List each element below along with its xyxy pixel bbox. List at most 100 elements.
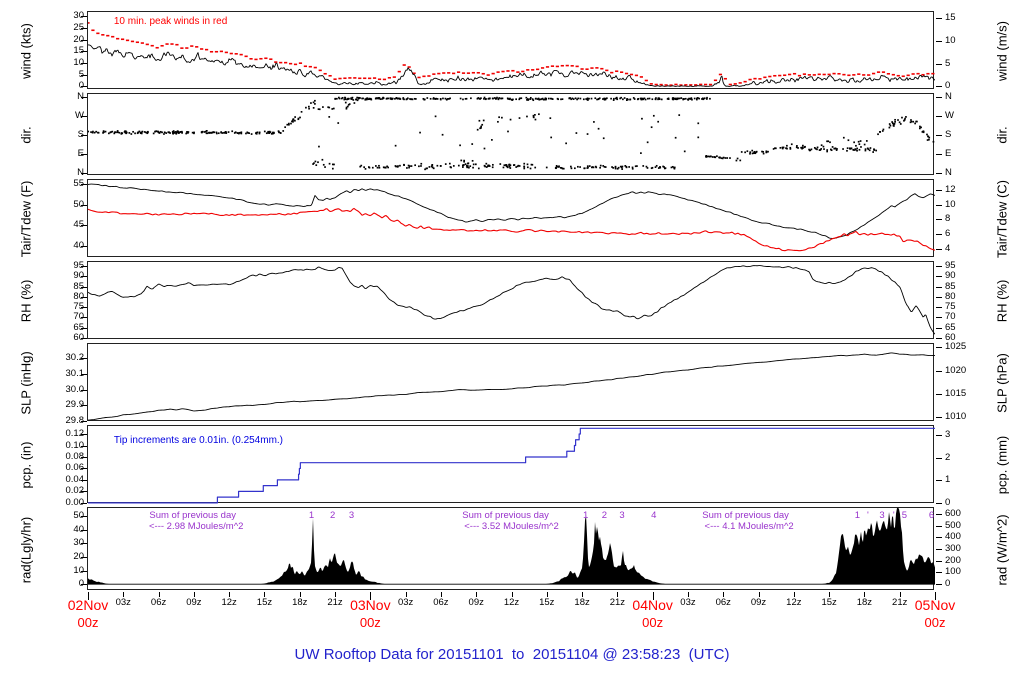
y-tick-right xyxy=(936,549,942,551)
panel-annotation: 10 min. peak winds in red xyxy=(113,15,228,27)
rad-trace-canvas xyxy=(88,508,935,591)
x-tick-day xyxy=(370,592,372,600)
y-tick-label-right: 60 xyxy=(945,331,956,343)
y-tick-left xyxy=(81,51,87,53)
panel-annotation: 1 xyxy=(308,509,315,521)
y-tick-right xyxy=(936,347,942,349)
y-tick-right xyxy=(936,248,942,250)
y-tick-label-left: W xyxy=(75,109,84,121)
y-tick-right xyxy=(936,393,942,395)
y-tick-left xyxy=(81,543,87,545)
y-tick-label-right: 90 xyxy=(945,270,956,282)
wind-trace-canvas xyxy=(88,12,935,90)
x-tick-hour xyxy=(158,592,160,597)
panel-annotation: 3 xyxy=(619,509,625,521)
y-tick-label-left: 80 xyxy=(73,290,84,302)
tair_tdew-trace-canvas xyxy=(88,180,935,258)
y-tick-left xyxy=(81,337,87,339)
y-tick-left xyxy=(81,96,87,98)
x-tick-hour xyxy=(335,592,337,597)
x-tick-hour xyxy=(899,592,901,597)
y-tick-label-left: 0.10 xyxy=(65,439,85,451)
y-tick-label-left: 30.1 xyxy=(65,367,85,379)
panel-annotation: 6 xyxy=(928,509,935,521)
y-tick-label-left: 30.2 xyxy=(65,352,85,364)
y-tick-right xyxy=(936,513,942,515)
x-hour-label: 09z xyxy=(186,597,202,608)
y-tick-left xyxy=(81,276,87,278)
y-axis-label-left-rad: rad(Lgly/hr) xyxy=(18,516,34,583)
y-tick-label-left: 50 xyxy=(73,510,84,522)
y-tick-label-left: 40 xyxy=(73,239,84,251)
y-axis-label-right-dir: dir. xyxy=(994,126,1010,144)
x-hour-label: 03z xyxy=(680,597,696,608)
y-tick-label-left: 65 xyxy=(73,321,84,333)
y-tick-left xyxy=(81,491,87,493)
x-tick-hour xyxy=(864,592,866,597)
panel-annotation: Sum of previous day xyxy=(149,509,236,521)
x-day-time-label: 00z xyxy=(359,615,381,630)
y-tick-left xyxy=(81,135,87,136)
y-tick-label-left: 0.04 xyxy=(65,473,85,485)
y-tick-right xyxy=(936,435,942,437)
x-tick-hour xyxy=(617,592,619,597)
y-tick-label-right: 65 xyxy=(945,321,956,333)
y-tick-left xyxy=(81,327,87,329)
y-tick-right xyxy=(936,457,942,459)
y-tick-label-right: 100 xyxy=(945,566,961,578)
y-tick-label-right: 600 xyxy=(945,507,961,519)
y-tick-label-left: 29.8 xyxy=(65,415,85,427)
y-tick-label-left: 45 xyxy=(73,219,84,231)
y-tick-right xyxy=(936,584,942,586)
y-tick-left xyxy=(81,307,87,309)
y-tick-left xyxy=(81,445,87,447)
y-tick-label-right: W xyxy=(945,109,954,121)
x-tick-hour xyxy=(299,592,301,597)
y-tick-left xyxy=(81,570,87,572)
x-hour-label: 21z xyxy=(609,597,626,608)
panel-annotation: <--- 3.52 MJoules/m^2 xyxy=(464,521,559,533)
y-tick-label-left: 15 xyxy=(73,45,84,57)
x-tick-hour xyxy=(405,592,407,597)
y-tick-left xyxy=(81,584,87,586)
y-tick-right xyxy=(936,327,942,329)
y-tick-left xyxy=(81,516,87,518)
x-hour-label: 15z xyxy=(539,597,555,608)
x-day-time-label: 00z xyxy=(924,615,946,630)
y-tick-label-left: 0.12 xyxy=(65,428,85,440)
panel-wind: 10 min. peak winds in red xyxy=(87,11,935,90)
y-tick-label-right: 4 xyxy=(945,242,951,254)
panel-annotation: 4 xyxy=(651,509,657,521)
y-tick-right xyxy=(936,296,942,298)
y-tick-label-right: N xyxy=(945,167,952,179)
y-axis-label-left-rh: RH (%) xyxy=(18,279,34,323)
y-tick-label-right: 80 xyxy=(945,290,956,302)
y-tick-label-left: 40 xyxy=(73,523,84,535)
y-tick-label-right: 1010 xyxy=(945,411,967,423)
x-hour-label: 09z xyxy=(468,597,484,608)
y-tick-right xyxy=(936,337,942,339)
y-tick-label-right: 85 xyxy=(945,280,956,292)
y-tick-label-left: 30 xyxy=(73,537,84,549)
y-tick-left xyxy=(81,173,87,175)
y-tick-label-left: 85 xyxy=(73,280,84,292)
y-tick-left xyxy=(81,317,87,319)
panel-pcp: Tip increments are 0.01in. (0.254mm.) xyxy=(87,425,935,504)
y-tick-right xyxy=(936,537,942,539)
y-tick-right xyxy=(936,266,942,268)
y-tick-left xyxy=(81,86,87,88)
x-day-label: 03Nov xyxy=(350,597,391,613)
y-tick-left xyxy=(81,16,87,18)
y-tick-right xyxy=(936,86,942,88)
x-day-label: 02Nov xyxy=(67,597,109,613)
x-tick-day xyxy=(88,592,89,600)
x-tick-hour xyxy=(123,592,125,597)
y-tick-left xyxy=(81,204,87,206)
y-tick-label-left: 0.06 xyxy=(65,462,85,474)
y-tick-left xyxy=(81,184,87,186)
y-tick-label-right: 0 xyxy=(945,80,951,92)
y-tick-left xyxy=(81,373,87,375)
y-tick-label-left: 0 xyxy=(78,80,84,92)
panel-annotation: 1 xyxy=(854,509,860,521)
x-tick-hour xyxy=(476,592,478,597)
